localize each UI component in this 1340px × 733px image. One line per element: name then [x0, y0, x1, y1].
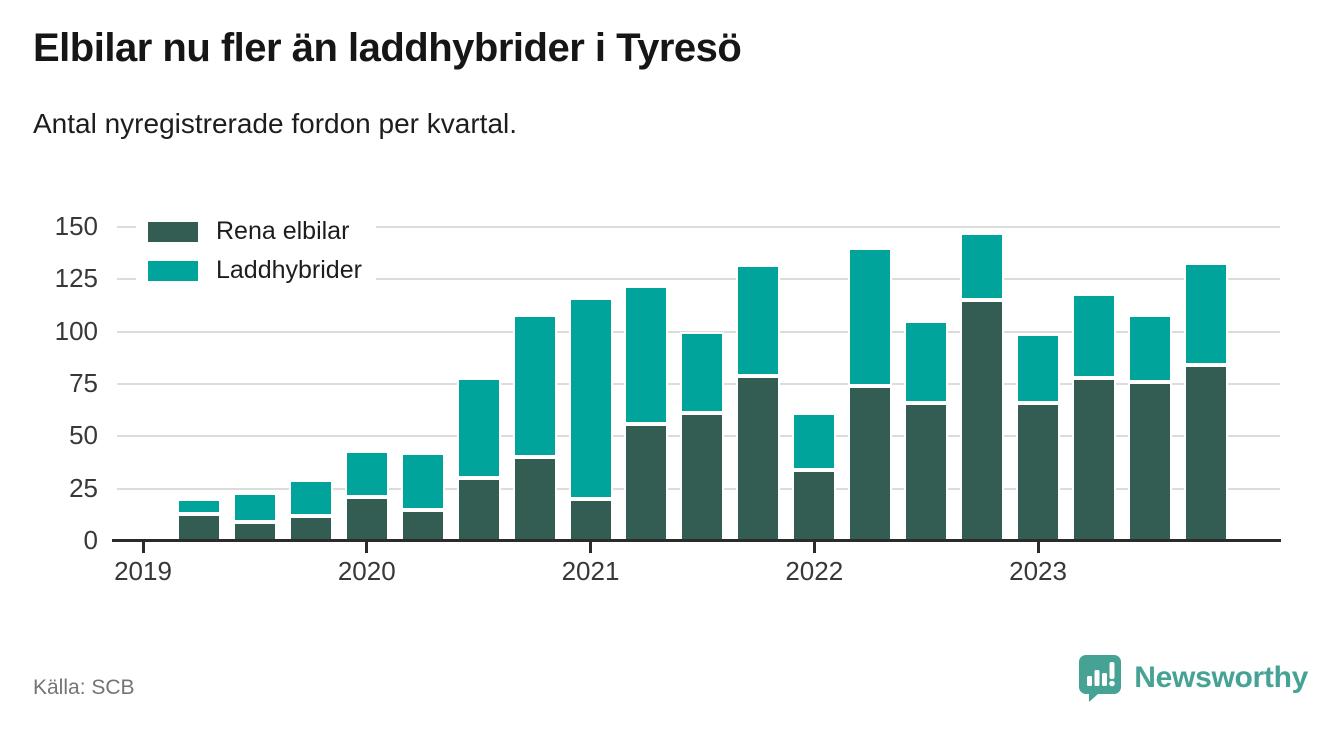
bar-segment-rena-elbilar — [400, 509, 445, 541]
bar-2020K1 — [344, 451, 389, 541]
x-axis-line — [112, 539, 1281, 542]
x-axis: 2019 2020 2021 2022 2023 — [114, 542, 1280, 602]
x-tick-2022 — [812, 542, 816, 553]
y-tick-label-100: 100 — [54, 315, 98, 346]
bar-2022K1 — [792, 413, 837, 541]
x-tick-2023 — [1036, 542, 1040, 553]
x-tick-2020 — [365, 542, 369, 553]
bar-2020K2 — [400, 453, 445, 541]
bar-segment-laddhybrider — [512, 314, 557, 458]
legend-swatch-rena-elbilar — [148, 221, 198, 242]
bar-2019K4 — [288, 480, 333, 541]
gridline-150 — [117, 226, 1280, 229]
bar-2023K2 — [1071, 294, 1116, 541]
bar-segment-rena-elbilar — [736, 375, 781, 541]
bar-segment-rena-elbilar — [1016, 402, 1061, 541]
bar-segment-rena-elbilar — [344, 497, 389, 541]
bar-2021K3 — [680, 331, 725, 541]
bar-segment-laddhybrider — [624, 285, 669, 424]
gridline-100 — [117, 330, 1280, 333]
bar-segment-rena-elbilar — [512, 457, 557, 541]
legend-label: Rena elbilar — [216, 217, 350, 245]
newsworthy-logo-text: Newsworthy — [1134, 661, 1308, 694]
x-tick-label-2020: 2020 — [337, 556, 396, 586]
x-tick-label-2021: 2021 — [561, 556, 620, 586]
x-tick-label-2022: 2022 — [785, 556, 844, 586]
bar-segment-rena-elbilar — [680, 413, 725, 541]
bar-segment-laddhybrider — [904, 321, 949, 403]
y-tick-label-50: 50 — [69, 420, 98, 451]
bar-segment-rena-elbilar — [456, 478, 501, 541]
bar-segment-laddhybrider — [456, 377, 501, 479]
newsworthy-logo: Newsworthy — [1078, 654, 1308, 702]
bar-segment-rena-elbilar — [176, 513, 221, 541]
y-tick-label-0: 0 — [83, 525, 98, 555]
legend-item-rena-elbilar: Rena elbilar — [148, 217, 362, 246]
x-tick-label-2023: 2023 — [1009, 556, 1067, 586]
bar-segment-laddhybrider — [680, 331, 725, 414]
bar-2023K3 — [1127, 314, 1172, 541]
bar-segment-laddhybrider — [176, 499, 221, 514]
y-tick-label-75: 75 — [69, 368, 98, 399]
x-tick-label-2019: 2019 — [114, 556, 172, 586]
page-subtitle: Antal nyregistrerade fordon per kvartal. — [33, 108, 518, 139]
page-title: Elbilar nu fler än laddhybrider i Tyresö — [33, 26, 742, 70]
bar-segment-rena-elbilar — [624, 423, 669, 541]
y-tick-label-150: 150 — [54, 211, 98, 242]
bar-segment-rena-elbilar — [1127, 381, 1172, 541]
bar-segment-rena-elbilar — [288, 515, 333, 541]
source-label: Källa: SCB — [33, 676, 135, 699]
bar-2023K4 — [1183, 262, 1228, 541]
bar-segment-laddhybrider — [288, 480, 333, 516]
y-tick-label-25: 25 — [69, 472, 98, 503]
bar-segment-laddhybrider — [792, 413, 837, 470]
bar-2021K2 — [624, 285, 669, 541]
bar-segment-rena-elbilar — [848, 386, 893, 541]
bar-2022K2 — [848, 247, 893, 541]
x-tick-2021 — [589, 542, 593, 553]
bar-segment-laddhybrider — [1071, 294, 1116, 378]
bar-2020K3 — [456, 377, 501, 541]
bar-segment-laddhybrider — [1016, 333, 1061, 403]
bar-segment-laddhybrider — [1183, 262, 1228, 366]
bar-segment-laddhybrider — [848, 247, 893, 387]
y-axis-labels: 0 25 50 75 100 125 150 — [30, 195, 98, 554]
legend-label: Laddhybrider — [216, 256, 362, 284]
x-tick-2019 — [141, 542, 145, 553]
bar-segment-laddhybrider — [400, 453, 445, 510]
bar-segment-rena-elbilar — [960, 300, 1005, 541]
bar-2022K4 — [960, 233, 1005, 541]
bar-2023K1 — [1016, 333, 1061, 541]
bar-2019K3 — [232, 492, 277, 541]
bar-segment-laddhybrider — [568, 298, 613, 500]
bar-segment-laddhybrider — [344, 451, 389, 498]
bar-segment-rena-elbilar — [792, 469, 837, 541]
bar-segment-laddhybrider — [960, 233, 1005, 301]
bar-2019K2 — [176, 499, 221, 541]
y-tick-label-125: 125 — [54, 263, 98, 294]
bar-2020K4 — [512, 314, 557, 541]
bar-segment-laddhybrider — [736, 264, 781, 376]
gridline-125 — [117, 278, 1280, 281]
bar-segment-laddhybrider — [1127, 314, 1172, 382]
bar-2021K4 — [736, 264, 781, 541]
newsworthy-logo-icon — [1079, 655, 1122, 702]
bar-segment-rena-elbilar — [904, 402, 949, 541]
bar-2022K3 — [904, 321, 949, 541]
bar-segment-rena-elbilar — [568, 499, 613, 541]
bar-segment-rena-elbilar — [1183, 365, 1228, 541]
bar-segment-rena-elbilar — [1071, 377, 1116, 541]
legend-swatch-laddhybrider — [148, 260, 198, 281]
bar-segment-laddhybrider — [232, 492, 277, 523]
legend: Rena elbilar Laddhybrider — [136, 205, 376, 303]
plot-area — [115, 195, 1280, 541]
bar-2021K1 — [568, 298, 613, 541]
legend-item-laddhybrider: Laddhybrider — [148, 256, 362, 285]
